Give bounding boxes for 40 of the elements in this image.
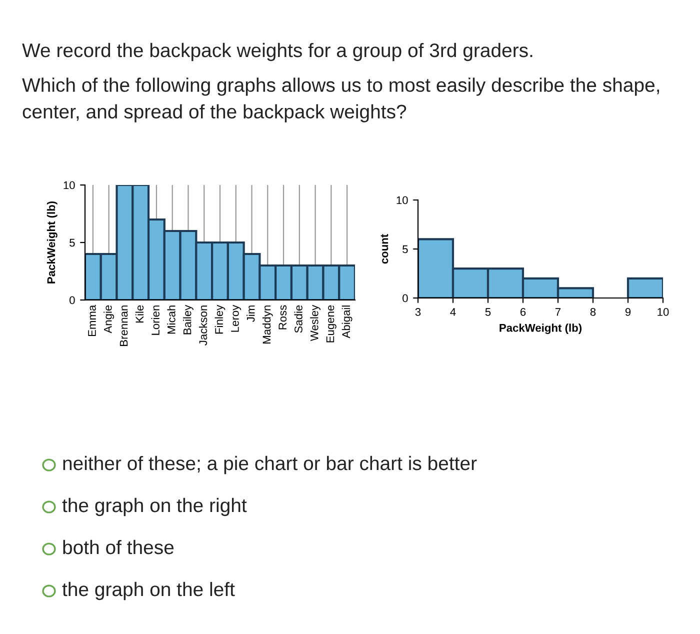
text: the graph on the right	[62, 498, 247, 516]
y-tick-label: 5	[402, 245, 408, 254]
y-axis-title: PackWeight (lb)	[46, 201, 58, 284]
y-tick-label: 0	[402, 294, 408, 302]
text: the graph on the left	[62, 582, 235, 600]
x-tick-label: Lorien	[151, 306, 160, 335]
chart-subtitle: Which of the following graphs allows us to most easily describe the shape, center, and spread of the backpack weights?	[22, 78, 660, 122]
x-tick-label: 10	[658, 308, 669, 316]
x-tick-label: Sadie	[294, 305, 302, 333]
x-tick-label: Abigail	[342, 306, 352, 338]
x-tick-label: Maddyn	[262, 306, 273, 344]
text: both of these	[63, 540, 174, 554]
x-axis-title: PackWeight (lb)	[500, 324, 582, 334]
y-tick-label: 10	[64, 181, 75, 190]
x-tick-label: 7	[555, 308, 561, 316]
y-tick-label: 10	[396, 196, 408, 204]
text: neither of these; a pie chart or bar chart is better	[63, 456, 477, 474]
x-tick-label: Eugene	[326, 305, 336, 342]
x-tick-label: Angie	[104, 305, 114, 334]
x-tick-label: Ross	[278, 305, 287, 330]
x-tick-label: Bailey	[183, 304, 194, 334]
x-tick-label: 4	[450, 308, 456, 316]
x-tick-label: 8	[590, 308, 596, 316]
x-tick-label: Jim	[246, 306, 255, 322]
y-tick-label: 0	[70, 296, 75, 304]
x-tick-label: Kile	[135, 305, 144, 322]
x-tick-label: Micah	[167, 306, 176, 334]
x-tick-label: 6	[520, 308, 526, 316]
y-axis-title: count	[380, 234, 388, 264]
x-tick-label: Emma	[88, 304, 96, 336]
y-tick-label: 5	[70, 238, 75, 247]
x-tick-label: Wesley	[310, 304, 320, 342]
x-tick-label: 5	[485, 308, 491, 316]
x-tick-label: Leroy	[231, 304, 242, 332]
chart-title: We record the backpack weights for a group of 3rd graders.	[22, 42, 532, 62]
x-tick-label: 3	[415, 308, 421, 316]
x-tick-label: Finley	[214, 304, 226, 334]
x-tick-label: Brennan	[120, 306, 128, 346]
x-tick-label: 9	[625, 308, 631, 316]
x-tick-label: Jackson	[198, 306, 208, 346]
